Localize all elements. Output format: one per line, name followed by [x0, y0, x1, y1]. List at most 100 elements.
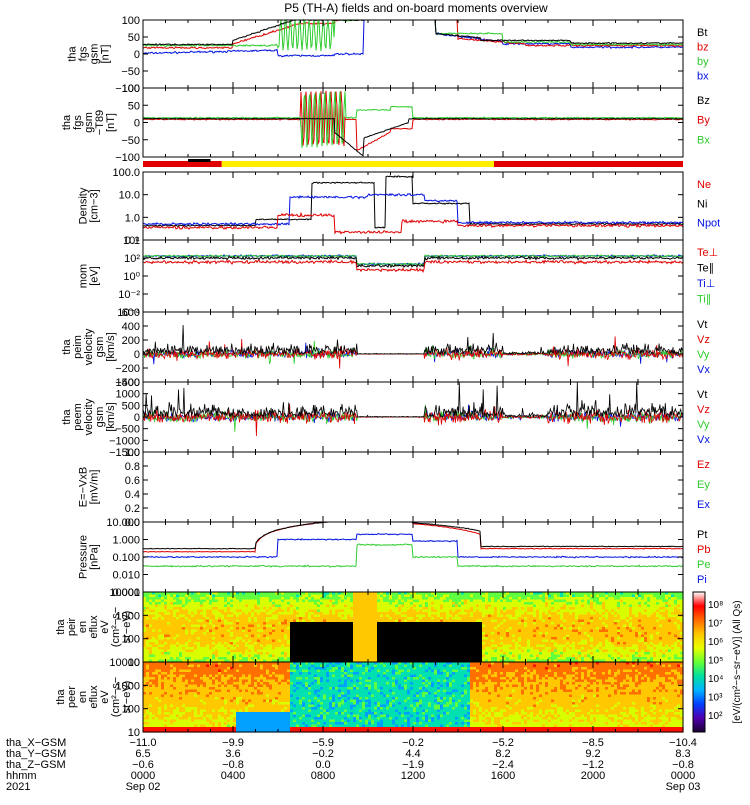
heatmap-cell	[203, 647, 207, 651]
heatmap-cell	[497, 599, 501, 603]
heatmap-cell	[290, 617, 294, 621]
heatmap-cell	[206, 637, 210, 641]
heatmap-cell	[515, 594, 519, 598]
heatmap-cell	[179, 649, 183, 653]
heatmap-cell	[305, 637, 309, 641]
heatmap-cell	[455, 597, 459, 601]
heatmap-cell	[494, 647, 498, 651]
heatmap-cell	[176, 637, 180, 641]
heatmap-cell	[284, 597, 288, 601]
heatmap-cell	[446, 639, 450, 643]
heatmap-cell	[338, 639, 342, 643]
heatmap-cell	[395, 627, 399, 631]
heatmap-cell	[377, 597, 381, 601]
heatmap-cell	[590, 644, 594, 648]
heatmap-cell	[254, 652, 258, 656]
heatmap-cell	[617, 642, 621, 646]
heatmap-cell	[290, 644, 294, 648]
heatmap-cell	[179, 639, 183, 643]
heatmap-cell	[578, 629, 582, 633]
heatmap-cell	[419, 652, 423, 656]
heatmap-cell	[182, 634, 186, 638]
heatmap-cell	[254, 612, 258, 616]
heatmap-cell	[380, 592, 384, 596]
heatmap-cell	[389, 639, 393, 643]
heatmap-cell	[323, 637, 327, 641]
heatmap-cell	[407, 614, 411, 618]
heatmap-cell	[455, 624, 459, 628]
heatmap-cell	[443, 602, 447, 606]
heatmap-cell	[191, 602, 195, 606]
heatmap-cell	[212, 647, 216, 651]
heatmap-cell	[218, 614, 222, 618]
heatmap-cell	[452, 599, 456, 603]
heatmap-cell	[359, 602, 363, 606]
heatmap-cell	[428, 604, 432, 608]
heatmap-cell	[284, 647, 288, 651]
heatmap-cell	[314, 624, 318, 628]
heatmap-cell	[347, 602, 351, 606]
heatmap-cell	[425, 637, 429, 641]
heatmap-cell	[350, 609, 354, 613]
heatmap-cell	[437, 602, 441, 606]
heatmap-cell	[542, 657, 546, 661]
heatmap-cell	[143, 614, 147, 618]
heatmap-cell	[551, 617, 555, 621]
heatmap-cell	[305, 614, 309, 618]
heatmap-cell	[392, 629, 396, 633]
heatmap-cell	[605, 629, 609, 633]
heatmap-cell	[503, 657, 507, 661]
heatmap-cell	[527, 647, 531, 651]
heatmap-cell	[404, 644, 408, 648]
heatmap-cell	[167, 612, 171, 616]
heatmap-cell	[428, 619, 432, 623]
heatmap-cell	[575, 597, 579, 601]
heatmap-cell	[581, 599, 585, 603]
heatmap-cell	[188, 624, 192, 628]
heatmap-cell	[338, 632, 342, 636]
heatmap-cell	[296, 657, 300, 661]
heatmap-cell	[470, 607, 474, 611]
heatmap-cell	[398, 644, 402, 648]
heatmap-cell	[308, 602, 312, 606]
heatmap-cell	[242, 644, 246, 648]
heatmap-cell	[437, 642, 441, 646]
heatmap-cell	[287, 649, 291, 653]
heatmap-cell	[560, 609, 564, 613]
heatmap-cell	[329, 627, 333, 631]
heatmap-cell	[518, 592, 522, 596]
heatmap-cell	[380, 657, 384, 661]
heatmap-cell	[350, 594, 354, 598]
heatmap-cell	[482, 622, 486, 626]
heatmap-cell	[512, 619, 516, 623]
heatmap-cell	[155, 657, 159, 661]
heatmap-cell	[287, 594, 291, 598]
heatmap-cell	[617, 607, 621, 611]
heatmap-cell	[167, 597, 171, 601]
heatmap-cell	[401, 592, 405, 596]
heatmap-cell	[152, 612, 156, 616]
heatmap-cell	[311, 609, 315, 613]
heatmap-cell	[329, 592, 333, 596]
heatmap-cell	[344, 644, 348, 648]
heatmap-cell	[428, 629, 432, 633]
heatmap-cell	[320, 639, 324, 643]
heatmap-cell	[209, 647, 213, 651]
heatmap-cell	[497, 619, 501, 623]
heatmap-cell	[323, 634, 327, 638]
heatmap-cell	[281, 657, 285, 661]
heatmap-cell	[548, 659, 552, 663]
heatmap-cell	[581, 649, 585, 653]
heatmap-cell	[188, 617, 192, 621]
heatmap-cell	[542, 619, 546, 623]
heatmap-cell	[239, 602, 243, 606]
heatmap-cell	[275, 639, 279, 643]
heatmap-cell	[155, 592, 159, 596]
heatmap-cell	[416, 604, 420, 608]
heatmap-cell	[512, 617, 516, 621]
heatmap-cell	[248, 602, 252, 606]
heatmap-cell	[350, 634, 354, 638]
heatmap-cell	[548, 604, 552, 608]
heatmap-cell	[185, 612, 189, 616]
heatmap-cell	[269, 602, 273, 606]
